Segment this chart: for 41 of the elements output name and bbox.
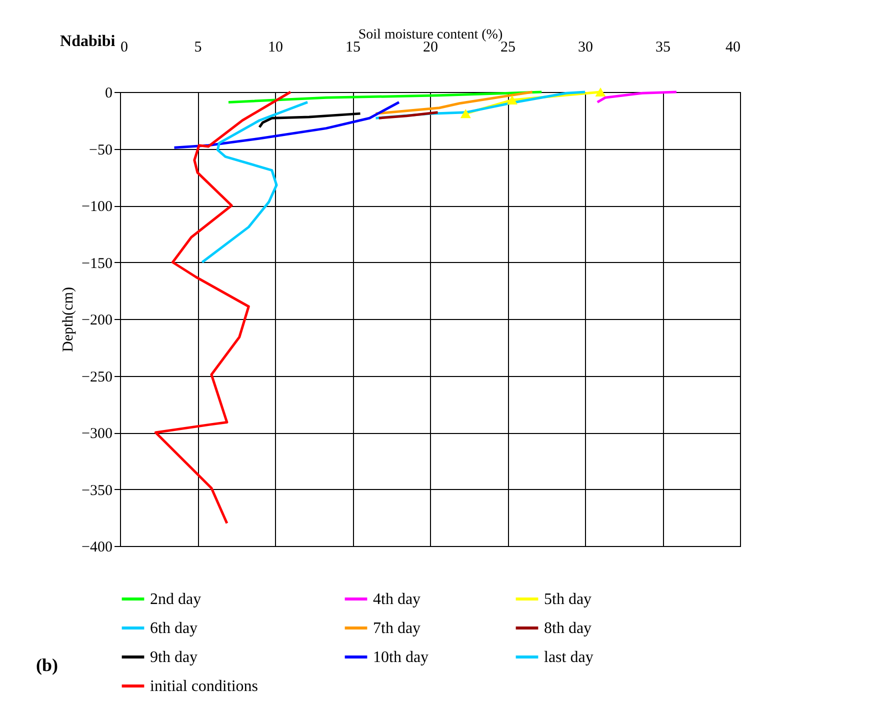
x-tick-label: 40 [726, 40, 740, 56]
y-tick-label: −300 [82, 426, 112, 442]
point [506, 95, 518, 104]
line-series [227, 90, 543, 104]
legend-label: 7th day [373, 620, 421, 637]
point [460, 109, 471, 118]
line-series [596, 90, 678, 104]
legend-label: 8th day [544, 620, 592, 637]
y-tick-label: −150 [82, 256, 112, 272]
x-tick-label: 15 [346, 40, 360, 56]
x-tick-label: 20 [423, 40, 438, 56]
legend-label: 4th day [373, 591, 421, 608]
legend-label: 5th day [544, 591, 592, 608]
legend-label: last day [544, 649, 594, 666]
x-axis-title: Soil moisture content (%) [358, 28, 503, 42]
line-series [173, 100, 400, 149]
legend-label: 10th day [373, 649, 429, 666]
chart-title: Ndabibi [60, 33, 116, 50]
legend-label: initial conditions [150, 678, 258, 695]
y-tick-label: −400 [82, 540, 112, 556]
x-tick-label: 30 [578, 40, 593, 56]
x-tick-label: 10 [268, 40, 283, 56]
y-axis-title: Depth(cm) [60, 287, 77, 352]
y-tick-label: −350 [82, 482, 112, 499]
legend-label: 6th day [150, 620, 198, 637]
line-series [200, 100, 309, 264]
y-tick-label: −50 [89, 142, 112, 158]
text: (b) [36, 655, 58, 676]
x-tick-label: 35 [656, 40, 670, 56]
x-tick-label: 25 [500, 40, 516, 56]
line-series [374, 90, 534, 115]
y-tick-label: −100 [82, 199, 112, 215]
y-tick-label: −250 [82, 369, 112, 386]
x-tick-label: 5 [194, 40, 202, 56]
line-series [154, 90, 292, 525]
legend-label: 9th day [150, 649, 198, 666]
point [595, 87, 606, 97]
x-tick-label: 0 [120, 40, 128, 56]
y-tick-label: 0 [105, 86, 112, 102]
y-tick-label: −200 [82, 312, 112, 328]
legend-label: 2nd day [150, 591, 202, 608]
